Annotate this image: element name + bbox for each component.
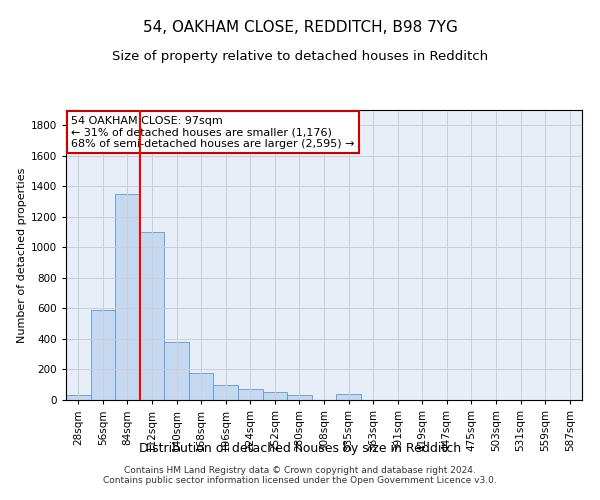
Text: Size of property relative to detached houses in Redditch: Size of property relative to detached ho… — [112, 50, 488, 63]
Bar — [287, 396, 312, 400]
Text: Contains HM Land Registry data © Crown copyright and database right 2024.
Contai: Contains HM Land Registry data © Crown c… — [103, 466, 497, 485]
Bar — [66, 396, 91, 400]
Bar — [189, 374, 214, 400]
Bar — [263, 392, 287, 400]
Bar — [214, 384, 238, 400]
Bar — [164, 342, 189, 400]
Text: 54 OAKHAM CLOSE: 97sqm
← 31% of detached houses are smaller (1,176)
68% of semi-: 54 OAKHAM CLOSE: 97sqm ← 31% of detached… — [71, 116, 355, 149]
Text: 54, OAKHAM CLOSE, REDDITCH, B98 7YG: 54, OAKHAM CLOSE, REDDITCH, B98 7YG — [143, 20, 457, 35]
Y-axis label: Number of detached properties: Number of detached properties — [17, 168, 26, 342]
Bar — [140, 232, 164, 400]
Text: Distribution of detached houses by size in Redditch: Distribution of detached houses by size … — [139, 442, 461, 455]
Bar — [115, 194, 140, 400]
Bar — [336, 394, 361, 400]
Bar — [238, 390, 263, 400]
Bar — [91, 310, 115, 400]
